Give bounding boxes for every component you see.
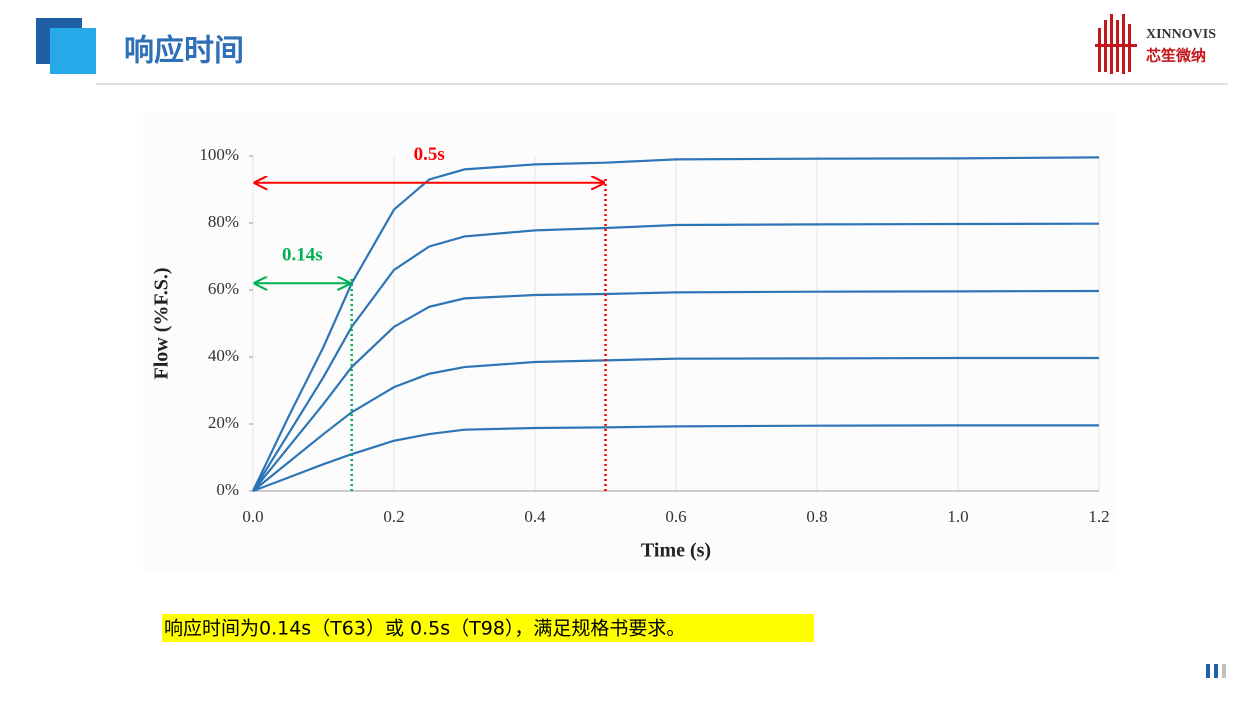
logo-en: XINNOVIS: [1146, 27, 1216, 42]
logo-icon: [1095, 14, 1137, 74]
x-axis-title: Time (s): [641, 540, 711, 562]
x-tick-label: 0.0: [242, 507, 263, 526]
caption: 响应时间为0.14s（T63）或 0.5s（T98），满足规格书要求。: [164, 618, 685, 640]
x-tick-label: 0.6: [665, 507, 686, 526]
annotation-label: 0.5s: [414, 144, 445, 165]
y-tick-label: 20%: [208, 413, 239, 432]
flow-line: [252, 424, 1099, 493]
logo-cn: 芯笙微纳: [1146, 47, 1206, 65]
page-title: 响应时间: [124, 34, 244, 69]
flow-line: [252, 356, 1099, 492]
annotation-label: 0.14s: [282, 245, 323, 266]
caption-highlight: [162, 614, 814, 642]
y-tick-label: 60%: [208, 279, 239, 298]
flow-line: [252, 222, 1100, 492]
y-axis-title: Flow (%F.S.): [151, 267, 173, 379]
x-tick-label: 1.2: [1088, 507, 1109, 526]
page-marker: [1214, 664, 1218, 678]
header-square: [50, 28, 96, 74]
x-tick-label: 0.4: [524, 507, 546, 526]
page-marker: [1206, 664, 1210, 678]
flow-line: [252, 289, 1100, 492]
chart-panel: [143, 112, 1118, 570]
y-tick-label: 100%: [199, 145, 239, 164]
y-tick-label: 40%: [208, 346, 239, 365]
flow-line: [252, 156, 1100, 492]
y-tick-label: 80%: [208, 212, 239, 231]
y-tick-label: 0%: [216, 480, 239, 499]
x-tick-label: 0.8: [806, 507, 827, 526]
x-tick-label: 1.0: [947, 507, 968, 526]
page-marker: [1222, 664, 1226, 678]
chart: 0.0 0.2 0.4 0.6 0.8 1.0 1.2 0% 20% 40% 60% 80% 100% T…: [151, 144, 1110, 561]
x-tick-label: 0.2: [383, 507, 404, 526]
